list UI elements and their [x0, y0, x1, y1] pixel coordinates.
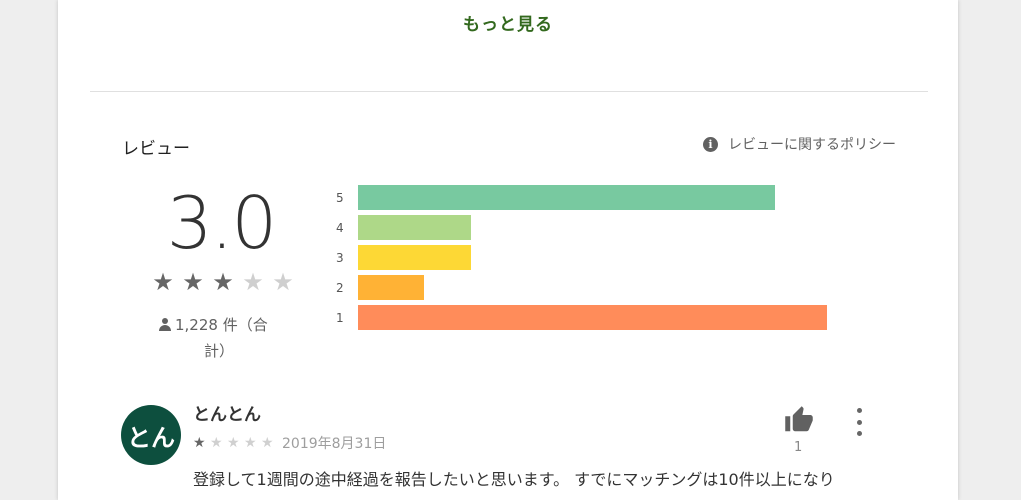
star-icon: ★ [261, 435, 274, 451]
histogram-row: 4 [336, 215, 471, 240]
histogram-label: 1 [336, 310, 344, 325]
histogram-row: 1 [336, 305, 827, 330]
thumbs-up-icon[interactable] [784, 405, 814, 435]
star-icon: ★ [212, 268, 234, 296]
review-rating: ★ ★ ★ ★ ★ 2019年8月31日 [193, 433, 386, 453]
star-icon: ★ [182, 268, 204, 296]
review-policy-label: レビューに関するポリシー [728, 137, 896, 153]
rating-count-line2: 計） [204, 342, 235, 360]
star-icon: ★ [152, 268, 174, 296]
review-text: 登録して1週間の途中経過を報告したいと思います。 すでにマッチングは10件以上に… [193, 470, 835, 489]
histogram-bar [358, 305, 827, 330]
person-icon [158, 318, 172, 331]
star-icon: ★ [193, 435, 206, 451]
more-options-icon[interactable] [854, 408, 864, 436]
rating-count: 1,228 件（合 計） [158, 312, 288, 364]
histogram-row: 3 [336, 245, 471, 270]
star-icon: ★ [242, 268, 264, 296]
reviews-title: レビュー [122, 139, 190, 159]
review-author: とんとん [193, 405, 261, 425]
histogram-bar [358, 275, 424, 300]
info-icon: i [703, 136, 718, 152]
star-icon: ★ [272, 268, 294, 296]
reviews-card: もっと見る レビュー i レビューに関するポリシー 3.0 ★ ★ ★ ★ ★ 1,22… [58, 0, 958, 500]
rating-count-line1: 1,228 件（合 [175, 316, 268, 334]
histogram-bar [358, 215, 471, 240]
helpful-count: 1 [794, 440, 803, 455]
histogram-bar [358, 245, 471, 270]
review-policy-link[interactable]: i レビューに関するポリシー [703, 134, 896, 154]
histogram-row: 2 [336, 275, 424, 300]
review-date: 2019年8月31日 [282, 436, 387, 452]
histogram-bar [358, 185, 775, 210]
histogram-row: 5 [336, 185, 775, 210]
histogram-label: 5 [336, 190, 344, 205]
rating-stars: ★ ★ ★ ★ ★ [148, 268, 298, 296]
divider [90, 91, 928, 92]
star-icon: ★ [244, 435, 257, 451]
see-more-button[interactable]: もっと見る [463, 15, 553, 35]
star-icon: ★ [227, 435, 240, 451]
star-icon: ★ [210, 435, 223, 451]
histogram-label: 4 [336, 220, 344, 235]
average-rating: 3.0 [166, 181, 278, 265]
avatar[interactable]: とん [121, 405, 181, 465]
histogram-label: 2 [336, 280, 344, 295]
histogram-label: 3 [336, 250, 344, 265]
